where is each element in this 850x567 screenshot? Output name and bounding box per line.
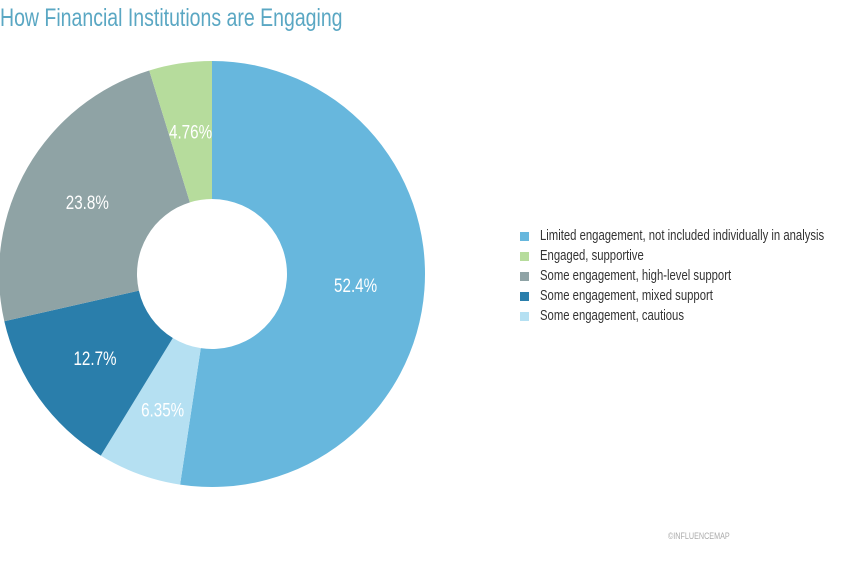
slice-3: [4, 290, 173, 456]
legend-item-1: Engaged, supportive: [520, 246, 850, 266]
legend-item-4: Some engagement, cautious: [520, 306, 850, 326]
legend-label: Some engagement, high-level support: [540, 268, 732, 284]
legend-swatch: [520, 271, 529, 281]
legend-label: Some engagement, cautious: [540, 308, 684, 324]
data-label-1: 4.76%: [169, 121, 212, 143]
legend-swatch: [520, 231, 529, 241]
slice-1: [149, 61, 212, 203]
legend-item-0: Limited engagement, not included individ…: [520, 226, 850, 246]
data-label-4: 6.35%: [141, 399, 184, 421]
legend-item-3: Some engagement, mixed support: [520, 286, 850, 306]
slice-0: [180, 61, 425, 487]
legend-label: Limited engagement, not included individ…: [540, 228, 825, 244]
legend-swatch: [520, 291, 529, 301]
chart-title: How Financial Institutions are Engaging: [0, 4, 343, 32]
watermark: ©INFLUENCEMAP: [668, 531, 730, 541]
data-label-2: 23.8%: [66, 191, 109, 213]
legend-swatch: [520, 251, 529, 261]
legend-label: Engaged, supportive: [540, 248, 644, 264]
legend-item-2: Some engagement, high-level support: [520, 266, 850, 286]
legend-label: Some engagement, mixed support: [540, 288, 713, 304]
legend: Limited engagement, not included individ…: [520, 226, 850, 326]
legend-swatch: [520, 311, 529, 321]
data-label-3: 12.7%: [73, 347, 116, 369]
slice-2: [0, 70, 190, 322]
slice-4: [100, 337, 201, 485]
data-label-0: 52.4%: [334, 274, 377, 296]
